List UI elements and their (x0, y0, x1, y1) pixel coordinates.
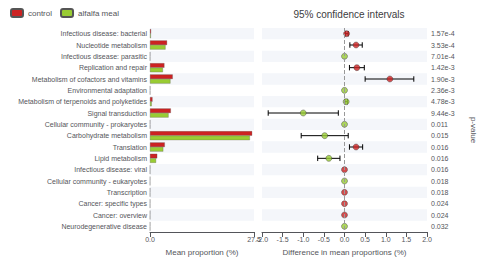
svg-text:Infectious disease: viral: Infectious disease: viral (74, 166, 147, 173)
svg-text:control: control (28, 9, 52, 18)
svg-text:0.5: 0.5 (360, 236, 370, 243)
svg-text:Cancer: specific types: Cancer: specific types (79, 200, 148, 208)
svg-text:-0.5: -0.5 (318, 236, 330, 243)
svg-text:-1.0: -1.0 (297, 236, 309, 243)
svg-text:Metabolism of cofactors and vi: Metabolism of cofactors and vitamins (32, 76, 148, 83)
svg-text:Carbohydrate metabolism: Carbohydrate metabolism (67, 132, 147, 140)
svg-text:0.018: 0.018 (431, 189, 449, 196)
svg-text:-1.5: -1.5 (277, 236, 289, 243)
svg-text:4.78e-3: 4.78e-3 (431, 98, 455, 105)
svg-text:0.032: 0.032 (431, 223, 449, 230)
svg-text:95% confidence intervals: 95% confidence intervals (293, 9, 404, 20)
svg-text:0.016: 0.016 (431, 166, 449, 173)
svg-text:1.42e-3: 1.42e-3 (431, 64, 455, 71)
svg-text:2.0: 2.0 (422, 236, 432, 243)
svg-text:alfalfa meal: alfalfa meal (78, 9, 119, 18)
svg-text:0.024: 0.024 (431, 212, 449, 219)
svg-text:3.53e-4: 3.53e-4 (431, 42, 455, 49)
svg-text:-2.0: -2.0 (256, 236, 268, 243)
svg-text:0.011: 0.011 (431, 121, 448, 128)
svg-text:1.5: 1.5 (402, 236, 412, 243)
svg-text:Neurodegenerative disease: Neurodegenerative disease (61, 223, 147, 231)
svg-text:Signal transduction: Signal transduction (87, 110, 147, 118)
svg-text:1.90e-3: 1.90e-3 (431, 76, 455, 83)
svg-text:Transcription: Transcription (107, 189, 147, 197)
svg-text:0.016: 0.016 (431, 144, 449, 151)
svg-text:Cellular community - eukaryote: Cellular community - eukaryotes (47, 178, 147, 186)
svg-text:Replication and repair: Replication and repair (79, 64, 148, 72)
svg-text:27.5: 27.5 (247, 236, 261, 243)
svg-text:Infectious disease: bacterial: Infectious disease: bacterial (61, 30, 148, 37)
svg-text:0.015: 0.015 (431, 132, 449, 139)
svg-text:1.0: 1.0 (381, 236, 391, 243)
svg-text:7.01e-4: 7.01e-4 (431, 53, 455, 60)
svg-text:p-value: p-value (469, 117, 478, 144)
svg-text:0.016: 0.016 (431, 155, 449, 162)
svg-text:0.024: 0.024 (431, 200, 449, 207)
svg-text:Infectious disease: parasitic: Infectious disease: parasitic (61, 53, 147, 61)
svg-text:Cellular community - prokaryot: Cellular community - prokaryotes (45, 121, 148, 129)
svg-text:9.44e-3: 9.44e-3 (431, 110, 455, 117)
svg-text:Lipid metabolism: Lipid metabolism (94, 155, 147, 163)
svg-text:2.36e-3: 2.36e-3 (431, 87, 455, 94)
svg-text:1.57e-4: 1.57e-4 (431, 30, 455, 37)
svg-text:Mean proportion (%): Mean proportion (%) (166, 248, 239, 257)
svg-text:0.0: 0.0 (145, 236, 155, 243)
svg-text:0.0: 0.0 (340, 236, 350, 243)
svg-text:Cancer: overview: Cancer: overview (93, 212, 148, 219)
svg-text:Environmental adaptation: Environmental adaptation (68, 87, 147, 95)
svg-text:Translation: Translation (113, 144, 147, 151)
svg-text:Difference in mean proportions: Difference in mean proportions (%) (283, 248, 407, 257)
svg-text:Metabolism of terpenoids and p: Metabolism of terpenoids and polyketides (18, 98, 147, 106)
svg-text:0.018: 0.018 (431, 178, 449, 185)
svg-text:Nucleotide metabolism: Nucleotide metabolism (76, 42, 147, 49)
